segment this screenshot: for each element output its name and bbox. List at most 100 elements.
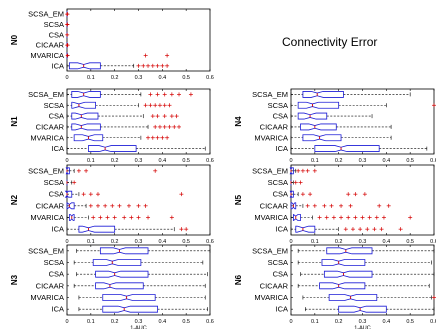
outlier-point [365, 227, 370, 232]
outlier-point [88, 203, 93, 208]
outlier-point [358, 227, 363, 232]
panel-n1: 0 0.1 0.2 0.3 0.4 0.5 0.6 N1 SCSA_EM SCSA CSACICAA… [10, 88, 214, 164]
box [95, 282, 144, 290]
method-label: SCSA_EM [252, 90, 288, 99]
x-tick-label: 0.5 [182, 158, 190, 164]
outlier-point [177, 92, 182, 97]
outlier-point [324, 215, 329, 220]
box [326, 247, 373, 255]
x-tick-label: 0.1 [311, 158, 319, 164]
x-tick-label: 0.4 [383, 239, 391, 245]
outlier-point [174, 114, 179, 119]
outlier-point [88, 192, 93, 197]
x-tick-label: 0.6 [206, 158, 214, 164]
x-tick-label: 0.5 [182, 75, 190, 81]
outlier-point [136, 215, 141, 220]
box [99, 247, 149, 255]
x-tick-label: 0.4 [383, 319, 391, 325]
outlier-point [167, 103, 172, 108]
x-tick-label: 0 [289, 239, 292, 245]
method-label: SCSA_EM [28, 166, 64, 175]
outlier-point [179, 192, 184, 197]
outlier-point [146, 63, 151, 68]
outlier-point [162, 92, 167, 97]
box [64, 190, 73, 198]
outlier-point [331, 215, 336, 220]
panel-n6: 0 0.1 0.2 0.3 0.4 0.5 0.6 1-AUC N6 SCSA_EM SCSA CSA… [234, 244, 436, 329]
outlier-point [65, 43, 70, 48]
box [319, 282, 366, 290]
x-tick-label: 0.3 [135, 75, 143, 81]
outlier-point [65, 22, 70, 27]
x-tick-label: 0.2 [111, 158, 119, 164]
box [68, 214, 75, 221]
method-label: SCSA_EM [252, 166, 288, 175]
outlier-point [155, 135, 160, 140]
method-label: MVARICA [30, 133, 64, 142]
x-tick-label: 0.3 [135, 158, 143, 164]
x-tick-label: 0.1 [311, 239, 319, 245]
box [71, 101, 96, 109]
box [295, 225, 316, 233]
method-label: ICA [51, 144, 64, 153]
outlier-point [160, 63, 165, 68]
outlier-point [95, 192, 100, 197]
outlier-point [167, 124, 172, 129]
outlier-point [112, 215, 117, 220]
box [65, 167, 70, 175]
outlier-point [160, 135, 165, 140]
outlier-point [348, 203, 353, 208]
box [302, 134, 342, 142]
method-label: SCSA_EM [28, 90, 64, 99]
x-tick-label: 0.4 [159, 75, 167, 81]
outlier-point [65, 12, 70, 17]
method-label: CSA [273, 270, 288, 279]
method-label: SCSA [44, 178, 64, 187]
method-label: MVARICA [254, 213, 288, 222]
box [92, 259, 142, 266]
panel-frame [290, 164, 435, 236]
outlier-point [153, 124, 158, 129]
outlier-point [165, 53, 170, 58]
x-tick-label: 0.4 [159, 239, 167, 245]
outlier-point [179, 227, 184, 232]
outlier-point [150, 114, 155, 119]
panel-n4: 0 0.1 0.2 0.3 0.4 0.5 0.6 N4 SCSA_EM SCSA CSACICAA… [234, 88, 436, 164]
box [328, 294, 378, 301]
x-tick-label: 0.3 [359, 158, 367, 164]
outlier-point [386, 203, 391, 208]
x-tick-label: 0.2 [335, 319, 343, 325]
x-tick-label: 0.3 [359, 319, 367, 325]
x-tick-label: 0.6 [206, 75, 214, 81]
outlier-point [65, 53, 70, 58]
outlier-point [122, 215, 127, 220]
outlier-point [305, 168, 310, 173]
outlier-point [169, 215, 174, 220]
outlier-point [155, 92, 160, 97]
x-tick-label: 0.6 [206, 239, 214, 245]
outlier-point [148, 92, 153, 97]
outlier-point [165, 63, 170, 68]
panel-frame [66, 8, 211, 72]
panel-frame [66, 244, 211, 316]
outlier-point [346, 215, 351, 220]
method-label: CICAAR [260, 122, 289, 131]
outlier-point [339, 203, 344, 208]
figure-title: Connectivity Error [282, 35, 378, 49]
outlier-point [353, 215, 358, 220]
outlier-point [146, 135, 151, 140]
panel-frame [290, 244, 435, 316]
outlier-point [350, 227, 355, 232]
method-label: SCSA [44, 20, 64, 29]
box [71, 112, 99, 120]
method-label: SCSA_EM [28, 10, 64, 19]
outlier-point [136, 63, 141, 68]
box [71, 123, 101, 131]
outlier-point [398, 227, 403, 232]
outlier-point [91, 215, 96, 220]
outlier-point [296, 168, 301, 173]
box [102, 305, 158, 313]
x-tick-label: 0 [65, 319, 68, 325]
x-tick-label: 0.5 [406, 239, 414, 245]
outlier-point [143, 203, 148, 208]
